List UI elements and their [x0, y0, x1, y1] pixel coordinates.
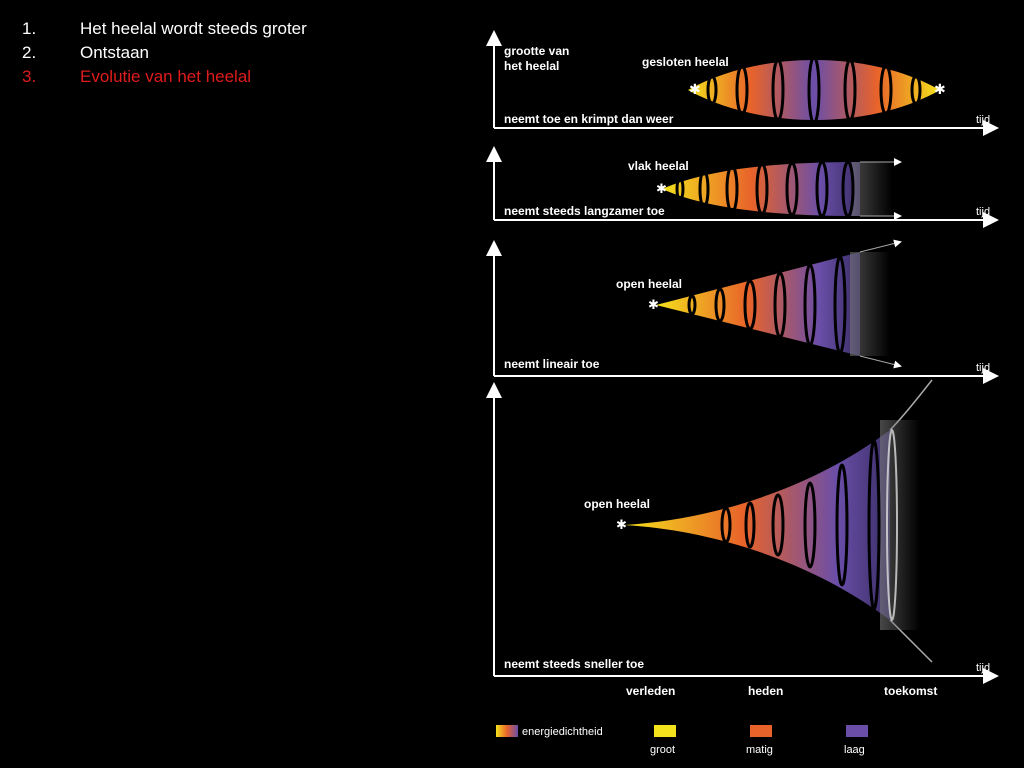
svg-text:✱: ✱: [934, 81, 946, 97]
y-axis-label: grootte van: [504, 44, 569, 58]
legend-label-groot: groot: [650, 744, 675, 756]
universe-type-label: open heelal: [584, 497, 650, 511]
universe-evolution-diagram: ✱ ✱ gesloten heelal grootte van het heel…: [486, 30, 999, 756]
toc-item-2: 2. Ontstaan: [22, 42, 342, 64]
toc-number: 3.: [22, 67, 37, 86]
table-of-contents: 1. Het heelal wordt steeds groter 2. Ont…: [22, 18, 342, 90]
toc-text: Evolutie van het heelal: [80, 67, 252, 86]
legend-swatch-matig: [750, 725, 772, 737]
svg-text:✱: ✱: [648, 297, 659, 312]
legend: energiedichtheid groot matig laag: [496, 725, 868, 756]
time-axis-label: tijd: [976, 206, 990, 218]
legend-title: energiedichtheid: [522, 726, 603, 738]
time-axis-label: tijd: [976, 362, 990, 374]
svg-text:✱: ✱: [656, 181, 667, 196]
time-axis-label: tijd: [976, 114, 990, 126]
toc-item-1: 1. Het heelal wordt steeds groter: [22, 18, 342, 40]
universe-type-label: vlak heelal: [628, 159, 689, 173]
toc-number: 1.: [22, 19, 37, 38]
panel-accelerating: ✱ open heelal neemt steeds sneller toe t…: [486, 379, 999, 684]
legend-gradient-swatch: [496, 725, 518, 737]
legend-swatch-groot: [654, 725, 676, 737]
legend-swatch-laag: [846, 725, 868, 737]
panel-closed: ✱ ✱ gesloten heelal grootte van het heel…: [486, 30, 999, 136]
toc-text: Ontstaan: [80, 43, 149, 62]
time-marker-past: verleden: [626, 684, 675, 698]
time-axis-label: tijd: [976, 662, 990, 674]
toc-number: 2.: [22, 43, 37, 62]
svg-text:✱: ✱: [689, 81, 701, 97]
behavior-label: neemt steeds langzamer toe: [504, 204, 665, 218]
legend-label-matig: matig: [746, 744, 773, 756]
universe-type-label: open heelal: [616, 277, 682, 291]
behavior-label: neemt toe en krimpt dan weer: [504, 112, 674, 126]
panel-flat: ✱ vlak heelal neemt steeds langzamer toe…: [486, 146, 999, 228]
universe-type-label: gesloten heelal: [642, 55, 729, 69]
time-marker-present: heden: [748, 684, 783, 698]
toc-text: Het heelal wordt steeds groter: [80, 19, 307, 38]
toc-item-3: 3. Evolutie van het heelal: [22, 66, 342, 88]
svg-text:✱: ✱: [616, 517, 627, 532]
panel-linear: ✱ open heelal neemt lineair toe tijd: [486, 239, 999, 384]
y-axis-label: het heelal: [504, 59, 559, 73]
behavior-label: neemt lineair toe: [504, 357, 600, 371]
legend-label-laag: laag: [844, 744, 865, 756]
behavior-label: neemt steeds sneller toe: [504, 657, 644, 671]
time-marker-future: toekomst: [884, 684, 937, 698]
